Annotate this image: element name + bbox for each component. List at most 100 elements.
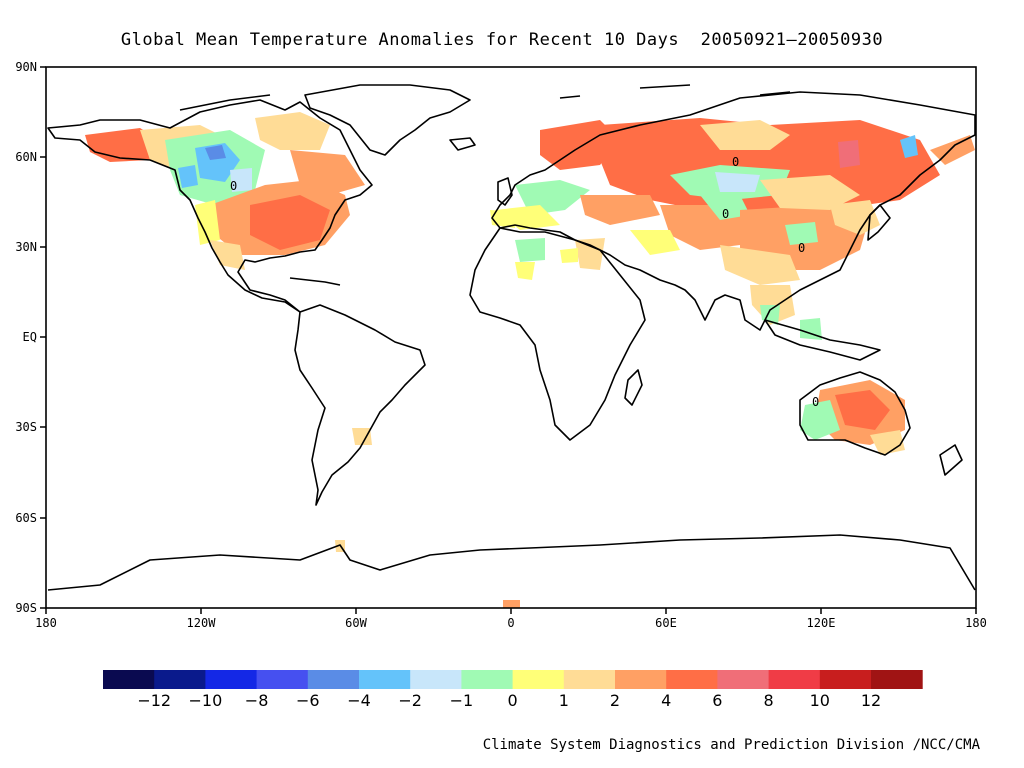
anomaly-patch-kamchatka — [930, 135, 975, 165]
anomaly-fields — [85, 112, 975, 608]
colorbar-label: −1 — [450, 691, 474, 710]
colorbar-swatch — [410, 670, 462, 689]
lon-labels: 180 120W 60W 0 60E 120E 180 — [35, 616, 987, 630]
coast-greenland — [304, 84, 471, 156]
anomaly-patch-europe-mild — [495, 205, 560, 230]
lat-labels: 90N 60N 30N EQ 30S 60S 90S — [15, 60, 37, 615]
anomaly-patch-iran — [630, 230, 680, 255]
anomaly-patch-canada-coldest — [205, 145, 226, 160]
coast-iceland — [449, 137, 476, 151]
colorbar-swatch — [154, 670, 206, 689]
anomaly-patch-canada-cold-2 — [178, 165, 198, 188]
lat-label: 30N — [15, 240, 37, 254]
lon-label: 120W — [187, 616, 217, 630]
contour-label: 0 — [732, 155, 739, 169]
colorbar-swatch — [615, 670, 667, 689]
anomaly-patch-ne-cold — [900, 135, 918, 158]
anomaly-patch-egypt — [575, 238, 605, 270]
colorbar-labels: −12 −10 −8 −6 −4 −2 −1 0 1 2 4 6 8 10 12 — [137, 691, 881, 710]
colorbar-label: −6 — [296, 691, 320, 710]
anomaly-patch-n-china — [760, 175, 860, 210]
lat-ticks — [40, 66, 46, 609]
colorbar-label: 6 — [712, 691, 722, 710]
anomaly-patch-libya — [560, 248, 578, 263]
contour-label: 0 — [230, 179, 237, 193]
lat-label: 30S — [15, 420, 37, 434]
map-title: Global Mean Temperature Anomalies for Re… — [120, 30, 884, 50]
anomaly-patch-canada-cold — [195, 143, 240, 182]
anomaly-patch-mongolia-cool — [700, 195, 750, 220]
lon-label: 120E — [807, 616, 836, 630]
colorbar-label: −12 — [137, 691, 171, 710]
anomaly-patch-china-mild — [720, 245, 800, 285]
coast-africa — [469, 227, 646, 441]
colorbar-swatch — [461, 670, 514, 689]
coast-new-zealand — [939, 444, 963, 476]
colorbar-label: −4 — [347, 691, 371, 710]
colorbar-label: 2 — [610, 691, 620, 710]
coastlines — [47, 84, 976, 591]
colorbar-swatch — [307, 670, 360, 689]
lat-label: 90S — [15, 601, 37, 615]
colorbar-swatch — [512, 670, 565, 689]
anomaly-patch-aus-cool — [800, 400, 840, 440]
colorbar-swatch — [717, 670, 770, 689]
lat-label: 60S — [15, 511, 37, 525]
coast-antarctica — [47, 534, 976, 591]
anomaly-patch-philippines — [800, 318, 822, 340]
anomaly-patch-siberia-mild — [700, 120, 790, 150]
anomaly-patch-aus-hot — [835, 390, 890, 430]
colorbar — [103, 670, 923, 689]
contour-label: 0 — [722, 207, 729, 221]
coast-indonesia — [764, 319, 881, 361]
lon-label: 60E — [655, 616, 677, 630]
coast-uk — [497, 177, 513, 206]
anomaly-patch-mexico — [210, 240, 245, 270]
coast-south-america — [294, 304, 426, 506]
anomaly-patch-hudson — [255, 112, 330, 150]
coast-north-america — [47, 99, 373, 313]
lat-label: EQ — [23, 330, 37, 344]
lat-label: 90N — [15, 60, 37, 74]
colorbar-label: 1 — [559, 691, 569, 710]
colorbar-swatch — [666, 670, 718, 689]
anomaly-patch-sahara — [515, 262, 535, 280]
credit-line: Climate System Diagnostics and Predictio… — [482, 737, 980, 753]
lon-label: 60W — [345, 616, 367, 630]
anomaly-patch-us-hot — [250, 195, 330, 250]
lon-ticks — [45, 608, 977, 614]
colorbar-swatch — [103, 670, 155, 689]
contour-label: 0 — [812, 395, 819, 409]
lon-label: 180 — [965, 616, 987, 630]
anomaly-patch-black-sea — [580, 195, 660, 225]
contour-label: 0 — [798, 241, 805, 255]
coast-madagascar — [624, 369, 643, 406]
lon-label: 180 — [35, 616, 57, 630]
colorbar-label: 10 — [810, 691, 830, 710]
coast-caribbean — [289, 277, 341, 286]
anomaly-patch-aus-se — [870, 430, 905, 455]
colorbar-label: 4 — [661, 691, 671, 710]
anomaly-patch-kazakh-light — [715, 172, 760, 192]
anomaly-patch-n-africa — [515, 238, 545, 262]
colorbar-label: 0 — [508, 691, 518, 710]
coast-eurasia — [491, 91, 976, 331]
anomaly-patch-korea — [830, 200, 880, 235]
colorbar-swatch — [768, 670, 821, 689]
lat-label: 60N — [15, 150, 37, 164]
colorbar-label: −2 — [398, 691, 422, 710]
anomaly-patch-argentina — [352, 428, 372, 445]
colorbar-swatch — [205, 670, 258, 689]
colorbar-swatch — [871, 670, 923, 689]
colorbar-label: 12 — [861, 691, 881, 710]
coast-arctic-islands — [179, 84, 791, 111]
contour-labels: 0 0 0 0 0 — [230, 155, 819, 409]
coast-australia — [799, 371, 911, 456]
colorbar-label: −8 — [245, 691, 269, 710]
anomaly-patch-north-pink — [838, 140, 860, 168]
coast-japan — [867, 204, 891, 241]
colorbar-swatch — [819, 670, 872, 689]
colorbar-swatch — [563, 670, 616, 689]
colorbar-label: −10 — [189, 691, 223, 710]
